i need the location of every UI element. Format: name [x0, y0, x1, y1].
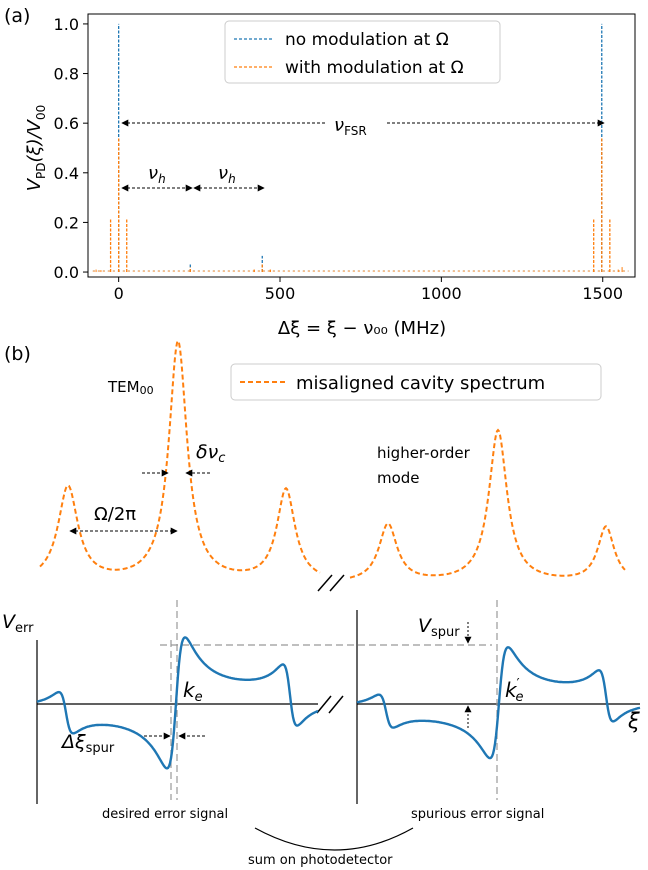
chart-a-annotations: νFSR νh νh: [121, 111, 605, 192]
panel-b-label: (b): [4, 343, 31, 365]
tem00-label: TEM00: [107, 378, 154, 397]
desired-error-signal-curve: [36, 636, 319, 770]
nuh-label-1: νh: [148, 163, 166, 186]
break-mark-top-1: [317, 574, 333, 592]
vspur-label: Vspur: [418, 615, 460, 640]
cavity-spectrum-right: [349, 428, 626, 579]
desired-label: desired error signal: [102, 807, 228, 822]
cavity-spectrum-left: [39, 338, 321, 574]
break-mark-bot-1: [316, 695, 332, 714]
panel-a-label: (a): [4, 5, 30, 27]
dxi-spur-label: Δξspur: [60, 731, 115, 756]
higher-order-label-1: higher-order: [377, 444, 471, 462]
xi-label: ξ: [627, 709, 640, 733]
y-tick-label: 0.6: [54, 114, 79, 133]
y-tick-label: 0.2: [54, 213, 79, 232]
chart-a: 0 500 1000 1500 0.0 0.2 0.4 0.6 0.8 1.0 VPD(ξ)/V0…: [24, 13, 636, 339]
higher-order-label-2: mode: [377, 469, 420, 487]
sum-brace: [254, 827, 414, 851]
delta-nu-c-label: δνc: [196, 441, 225, 466]
y-tick-label: 0.4: [54, 164, 79, 183]
chart-b-legend: misaligned cavity spectrum: [230, 363, 602, 401]
x-tick-label: 1000: [421, 284, 462, 303]
spurious-error-signal-curve: [356, 646, 641, 760]
y-tick-label: 0.8: [54, 65, 79, 84]
nuh-label-2: νh: [218, 163, 236, 186]
chart-a-legend: no modulation at Ω with modulation at Ω: [224, 20, 501, 84]
chart-a-ticks: 0 500 1000 1500 0.0 0.2 0.4 0.6 0.8 1.0: [54, 15, 624, 303]
chart-b: misaligned cavity spectrum TEM00 δνc Ω/2…: [2, 338, 641, 868]
chart-a-frame: [87, 13, 636, 278]
y-tick-label: 1.0: [54, 15, 79, 34]
chart-a-series: [92, 23, 629, 273]
x-tick-label: 500: [265, 284, 296, 303]
x-tick-label: 0: [114, 284, 124, 303]
omega-label: Ω/2π: [94, 504, 136, 525]
fsr-label: νFSR: [334, 115, 367, 138]
break-mark-bot-2: [328, 695, 344, 714]
ke-label: ke: [183, 678, 203, 705]
verr-label: Verr: [2, 611, 34, 636]
ke-prime-label: k′ e: [505, 677, 524, 705]
sum-label: sum on photodetector: [248, 853, 393, 868]
spurious-label: spurious error signal: [411, 807, 544, 822]
chart-a-ylabel: VPD(ξ)/V00: [24, 105, 48, 192]
legend-label-orange: with modulation at Ω: [285, 58, 464, 78]
y-tick-label: 0.0: [54, 263, 79, 282]
break-mark-top-2: [329, 574, 345, 592]
chart-a-xlabel: Δξ = ξ − ν₀₀ (MHz): [278, 318, 446, 339]
legend-label-b: misaligned cavity spectrum: [296, 373, 545, 394]
legend-label-blue: no modulation at Ω: [285, 30, 449, 50]
x-tick-label: 1500: [582, 284, 623, 303]
